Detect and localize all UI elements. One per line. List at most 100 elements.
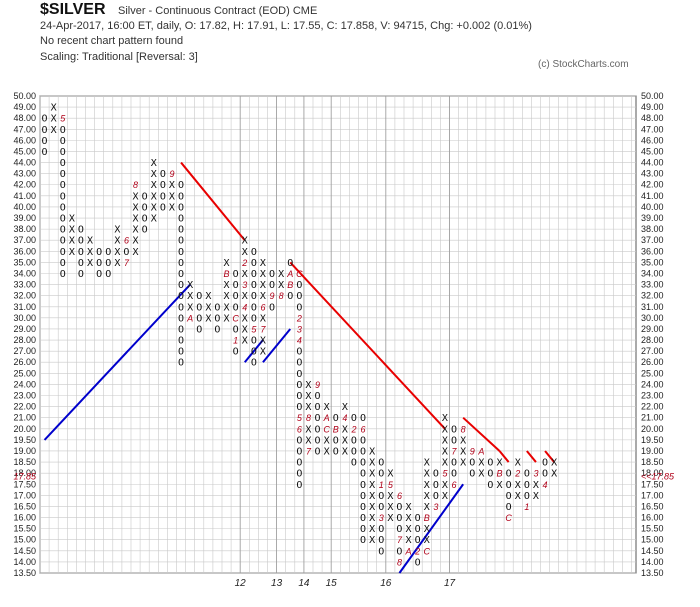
- x-mark: X: [87, 236, 93, 247]
- y-tick-label-left: 37.00: [13, 235, 36, 245]
- trendlines: [43, 161, 555, 574]
- x-mark: X: [442, 480, 448, 491]
- x-mark: X: [69, 236, 75, 247]
- x-mark: X: [133, 236, 139, 247]
- x-mark: X: [114, 236, 120, 247]
- o-mark: O: [78, 247, 84, 258]
- y-tick-label-left: 33.00: [13, 280, 36, 290]
- o-mark: O: [315, 424, 321, 435]
- o-mark: O: [287, 291, 293, 302]
- y-tick-label-left: 42.00: [13, 180, 36, 190]
- x-mark: X: [533, 491, 539, 502]
- o-mark: O: [196, 313, 202, 324]
- x-mark: X: [151, 180, 157, 191]
- x-mark: X: [515, 491, 521, 502]
- x-mark: X: [305, 435, 311, 446]
- o-mark: O: [433, 491, 439, 502]
- x-mark: X: [51, 125, 57, 136]
- o-mark: O: [315, 435, 321, 446]
- o-mark: O: [315, 391, 321, 402]
- o-mark: O: [178, 214, 184, 225]
- x-mark: X: [369, 446, 375, 457]
- o-mark: O: [178, 324, 184, 335]
- y-tick-label-right: 16.50: [641, 501, 664, 511]
- y-tick-label-left: 28.00: [13, 335, 36, 345]
- y-tick-label-left: 40.00: [13, 202, 36, 212]
- o-mark: O: [233, 269, 239, 280]
- month-marker: 7: [452, 446, 458, 456]
- month-marker: 6: [397, 491, 402, 501]
- o-mark: O: [360, 513, 366, 524]
- month-marker: 8: [461, 424, 466, 434]
- o-mark: O: [78, 225, 84, 236]
- month-marker: 9: [470, 446, 475, 456]
- y-tick-label-left: 47.00: [13, 124, 36, 134]
- x-mark: X: [369, 513, 375, 524]
- o-mark: O: [60, 225, 66, 236]
- x-mark: X: [242, 236, 248, 247]
- o-mark: O: [360, 535, 366, 546]
- y-tick-label-left: 29.00: [13, 324, 36, 334]
- y-tick-label-left: 25.00: [13, 368, 36, 378]
- o-mark: O: [196, 291, 202, 302]
- o-mark: O: [315, 446, 321, 457]
- x-mark: X: [187, 291, 193, 302]
- x-mark: X: [515, 480, 521, 491]
- month-marker: 8: [397, 557, 402, 567]
- x-mark: X: [369, 535, 375, 546]
- y-tick-label-left: 16.50: [13, 501, 36, 511]
- o-mark: O: [105, 258, 111, 269]
- o-mark: O: [296, 391, 302, 402]
- o-mark: O: [178, 225, 184, 236]
- month-marker: 5: [251, 324, 257, 334]
- y-tick-label-left: 46.00: [13, 135, 36, 145]
- o-mark: O: [433, 480, 439, 491]
- o-mark: O: [296, 402, 302, 413]
- y-tick-label-left: 36.00: [13, 246, 36, 256]
- y-tick-label-right: 17.50: [641, 479, 664, 489]
- o-mark: O: [251, 313, 257, 324]
- month-marker: 1: [233, 336, 238, 346]
- x-mark: X: [242, 247, 248, 258]
- month-marker: 2: [296, 313, 302, 323]
- o-mark: O: [251, 347, 257, 358]
- x-mark: X: [406, 513, 412, 524]
- x-mark: X: [497, 458, 503, 469]
- x-mark: X: [478, 458, 484, 469]
- y-tick-label-left: 22.00: [13, 402, 36, 412]
- o-mark: O: [378, 524, 384, 535]
- resistance-trendline: [498, 450, 510, 463]
- o-mark: O: [178, 302, 184, 313]
- o-mark: O: [333, 413, 339, 424]
- o-mark: O: [396, 546, 402, 557]
- x-mark: X: [424, 458, 430, 469]
- x-mark: X: [442, 413, 448, 424]
- month-marker: 4: [242, 302, 247, 312]
- x-mark: X: [278, 269, 284, 280]
- x-mark: X: [305, 391, 311, 402]
- o-mark: O: [233, 280, 239, 291]
- y-tick-label-right: 44.00: [641, 158, 664, 168]
- month-marker: 2: [241, 258, 247, 268]
- month-marker: A: [323, 413, 330, 423]
- x-mark: X: [551, 458, 557, 469]
- o-mark: O: [233, 324, 239, 335]
- x-mark: X: [324, 402, 330, 413]
- o-mark: O: [196, 324, 202, 335]
- month-marker: 6: [297, 424, 302, 434]
- o-mark: O: [42, 136, 48, 147]
- month-marker: 8: [306, 413, 311, 423]
- month-marker: C: [296, 269, 303, 279]
- o-mark: O: [142, 214, 148, 225]
- o-mark: O: [487, 469, 493, 480]
- x-mark: X: [169, 191, 175, 202]
- o-mark: O: [360, 458, 366, 469]
- x-mark: X: [151, 169, 157, 180]
- o-mark: O: [105, 269, 111, 280]
- o-mark: O: [378, 546, 384, 557]
- o-mark: O: [251, 258, 257, 269]
- x-mark: X: [406, 535, 412, 546]
- o-mark: O: [360, 413, 366, 424]
- x-mark: X: [133, 191, 139, 202]
- x-mark: X: [424, 480, 430, 491]
